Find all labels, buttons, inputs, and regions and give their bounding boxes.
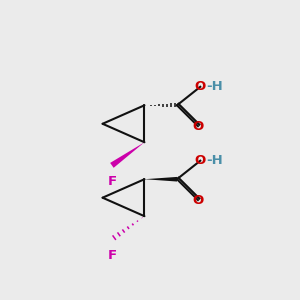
Text: F: F — [107, 175, 116, 188]
Polygon shape — [145, 177, 177, 182]
Text: O: O — [195, 80, 206, 93]
Text: -H: -H — [206, 154, 223, 167]
Text: O: O — [192, 120, 203, 133]
Polygon shape — [110, 142, 145, 168]
Text: F: F — [107, 248, 116, 262]
Text: O: O — [192, 194, 203, 206]
Text: -H: -H — [206, 80, 223, 93]
Text: O: O — [195, 154, 206, 167]
